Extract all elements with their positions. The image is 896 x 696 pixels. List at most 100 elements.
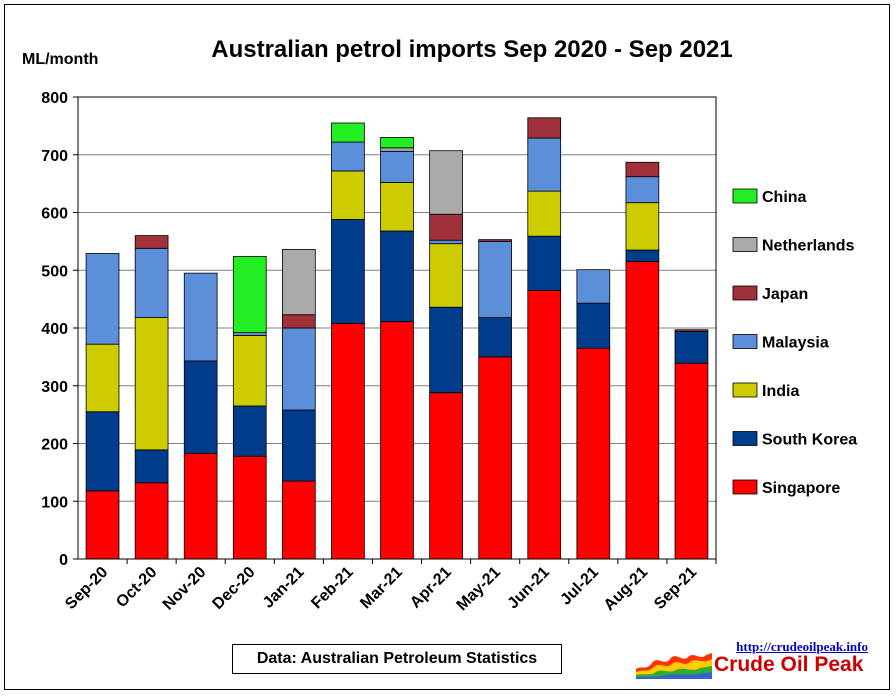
- bar-segment-south-korea: [85, 411, 120, 492]
- bar-segment-singapore: [625, 261, 660, 560]
- x-tick-label: Feb-21: [308, 564, 357, 613]
- bar-segment-netherlands: [380, 147, 414, 152]
- bar-segment-malaysia: [85, 253, 120, 345]
- legend-swatch: [732, 237, 758, 252]
- bar-segment-malaysia: [331, 141, 365, 172]
- x-tick-label: Jul-21: [557, 564, 602, 609]
- x-tick-label: Oct-20: [113, 564, 160, 611]
- bar-segment-singapore: [527, 290, 562, 560]
- legend-swatch: [732, 431, 758, 446]
- bar-segment-japan: [674, 329, 709, 332]
- bar-segment-china: [331, 122, 365, 143]
- legend-label: South Korea: [762, 432, 857, 449]
- bar-segment-netherlands: [282, 249, 316, 316]
- x-tick-label: Dec-20: [209, 564, 258, 613]
- bar-segment-india: [134, 317, 169, 451]
- bar-segment-malaysia: [282, 327, 316, 411]
- y-tick-label: 500: [41, 263, 68, 280]
- bar-segment-singapore: [282, 480, 316, 560]
- x-tick-label: May-21: [454, 564, 504, 614]
- bar-segment-japan: [134, 235, 169, 249]
- bar-segment-singapore: [429, 392, 463, 560]
- bar-segment-south-korea: [282, 409, 316, 482]
- bar-segment-india: [429, 243, 463, 308]
- x-tick-label: Mar-21: [357, 564, 406, 613]
- y-axis-unit-label: ML/month: [22, 51, 98, 68]
- y-tick-label: 400: [41, 321, 68, 338]
- legend-label: Malaysia: [762, 335, 829, 352]
- bar-segment-south-korea: [625, 249, 660, 262]
- bar-segment-malaysia: [527, 137, 562, 192]
- bar-segment-india: [527, 190, 562, 237]
- y-tick-label: 700: [41, 148, 68, 165]
- bar-segment-malaysia: [576, 269, 611, 304]
- y-tick-label: 200: [41, 437, 68, 454]
- bar-segment-japan: [625, 161, 660, 178]
- data-source-note: Data: Australian Petroleum Statistics: [232, 644, 562, 674]
- bar-segment-singapore: [85, 490, 120, 560]
- x-tick-label: Apr-21: [407, 564, 455, 612]
- bar-segment-singapore: [331, 322, 365, 560]
- bar-segment-malaysia: [232, 332, 267, 336]
- bar-segment-singapore: [674, 362, 709, 560]
- x-tick-label: Sep-21: [651, 564, 700, 613]
- crude-oil-peak-branding: http://crudeoilpeak.info Crude Oil Peak: [634, 637, 874, 687]
- bar-segment-singapore: [134, 482, 169, 560]
- legend-label: Singapore: [762, 480, 840, 497]
- y-tick-label: 600: [41, 206, 68, 223]
- bar-segment-china: [232, 255, 267, 334]
- bar-segment-south-korea: [232, 405, 267, 457]
- y-tick-label: 0: [59, 552, 68, 569]
- bar-segment-netherlands: [429, 150, 463, 215]
- bar-segment-singapore: [576, 347, 611, 560]
- legend-swatch: [732, 285, 758, 301]
- x-tick-label: Jan-21: [260, 564, 308, 612]
- y-tick-label: 100: [41, 494, 68, 511]
- legend: China Netherlands Japan Malaysia India South …: [732, 188, 857, 497]
- bar-segment-south-korea: [134, 449, 169, 484]
- bar-segment-china: [380, 137, 414, 149]
- bar-segment-south-korea: [576, 302, 611, 349]
- legend-label: India: [762, 383, 799, 400]
- bar-segment-malaysia: [625, 176, 660, 204]
- bar-segment-malaysia: [134, 247, 169, 319]
- bar-segment-south-korea: [674, 331, 709, 364]
- bar-segment-singapore: [478, 356, 512, 560]
- legend-swatch: [732, 382, 758, 398]
- bar-segment-japan: [429, 213, 463, 241]
- bar-segment-singapore: [380, 321, 414, 560]
- bar-segment-south-korea: [183, 360, 218, 454]
- bar-segment-singapore: [232, 455, 267, 560]
- x-tick-label: Nov-20: [160, 564, 210, 614]
- y-tick-label: 800: [41, 90, 68, 107]
- bar-segment-singapore: [183, 452, 218, 560]
- legend-label: Japan: [762, 286, 808, 303]
- brand-name: Crude Oil Peak: [714, 653, 864, 676]
- oil-production-logo-icon: [636, 653, 712, 679]
- y-tick-label: 300: [41, 379, 68, 396]
- bar-segment-malaysia: [429, 239, 463, 245]
- bar-segment-south-korea: [331, 219, 365, 324]
- legend-label: Netherlands: [762, 238, 855, 255]
- bar-segment-south-korea: [478, 317, 512, 358]
- legend-swatch: [732, 334, 758, 349]
- x-tick-label: Aug-21: [601, 564, 651, 614]
- bar-segment-india: [380, 182, 414, 232]
- bar-segment-south-korea: [527, 235, 562, 291]
- bar-segment-india: [331, 170, 365, 220]
- bar-segment-india: [232, 335, 267, 407]
- legend-swatch: [732, 479, 758, 495]
- chart-title: Australian petrol imports Sep 2020 - Sep…: [211, 36, 733, 63]
- website-link[interactable]: http://crudeoilpeak.info: [736, 639, 868, 654]
- bar-segment-south-korea: [429, 306, 463, 394]
- bar-segment-japan: [282, 314, 316, 329]
- bar-segment-malaysia: [183, 272, 218, 362]
- legend-swatch: [732, 188, 758, 204]
- bar-segment-japan: [527, 117, 562, 139]
- plot-area: 0 100 200 300 400 500 600 700 800 Sep-20 Oct-20 Nov…: [41, 90, 717, 614]
- bar-segment-india: [85, 343, 120, 413]
- bar-segment-india: [625, 202, 660, 251]
- plot-border: [77, 96, 717, 560]
- legend-label: China: [762, 189, 807, 206]
